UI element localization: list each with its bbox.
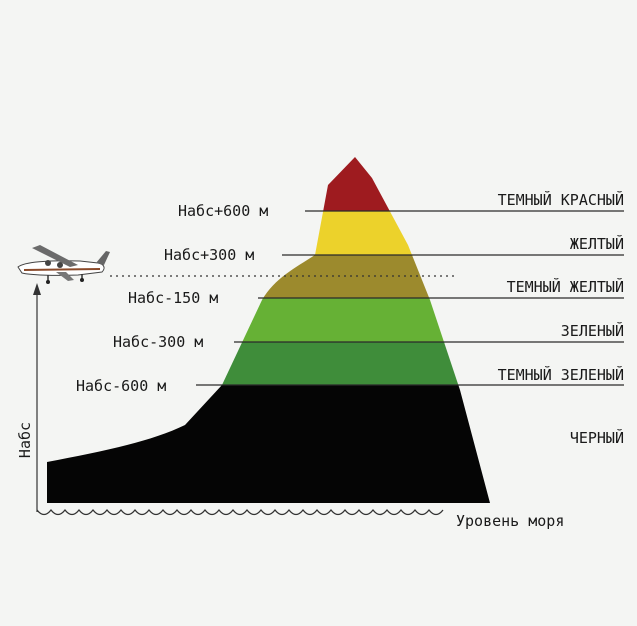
level-lines: [196, 210, 624, 386]
zone-label-dark-red: ТЕМНЫЙ КРАСНЫЙ: [498, 190, 624, 209]
axis-label: Набс: [16, 422, 34, 458]
zone-label-dark-green: ТЕМНЫЙ ЗЕЛЕНЫЙ: [498, 365, 624, 384]
altitude-label-minus300: Набс-300 м: [113, 333, 203, 351]
sea-level-waves: [36, 508, 444, 516]
altitude-label-minus600: Набс-600 м: [76, 377, 166, 395]
zone-label-black: ЧЕРНЫЙ: [570, 428, 624, 447]
airplane-icon: [17, 245, 110, 284]
band-yellow: [47, 211, 490, 256]
altitude-label-minus150: Набс-150 м: [128, 289, 218, 307]
band-green: [47, 298, 490, 343]
zone-label-green: ЗЕЛЕНЫЙ: [561, 321, 624, 340]
band-black: [47, 385, 490, 503]
altitude-label-plus600: Набс+600 м: [178, 202, 268, 220]
sea-level-label: Уровень моря: [456, 512, 564, 530]
zone-label-dark-yellow: ТЕМНЫЙ ЖЕЛТЫЙ: [507, 277, 624, 296]
altitude-axis: [33, 283, 41, 512]
altitude-label-plus300: Набс+300 м: [164, 246, 254, 264]
zone-label-yellow: ЖЕЛТЫЙ: [570, 234, 624, 253]
